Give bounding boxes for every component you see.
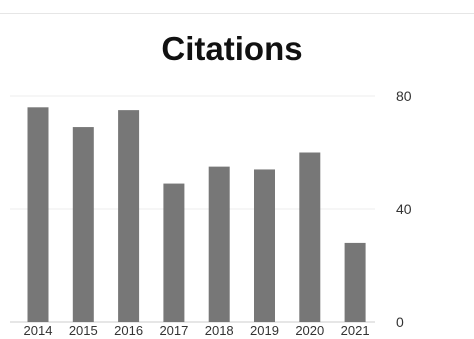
y-tick-label: 80 [396, 88, 412, 104]
x-tick-label: 2021 [341, 323, 370, 338]
bar-2014 [27, 107, 49, 322]
x-tick-label: 2015 [69, 323, 98, 338]
bar-2020 [299, 152, 321, 322]
chart-title: Citations [161, 30, 303, 67]
x-tick-label: 2014 [24, 323, 53, 338]
bar-2015 [72, 127, 94, 322]
bar-2021 [344, 242, 366, 322]
x-tick-label: 2020 [295, 323, 324, 338]
label-layer: 0 40 80 2014 2015 2016 2017 2018 2019 2020 2021 [24, 88, 412, 338]
y-tick-label: 0 [396, 314, 404, 330]
x-tick-label: 2018 [205, 323, 234, 338]
bar-2017 [163, 183, 185, 322]
bar-layer [27, 107, 366, 322]
y-tick-label: 40 [396, 201, 412, 217]
top-divider [0, 13, 474, 14]
bar-2019 [254, 169, 275, 322]
x-tick-label: 2019 [250, 323, 279, 338]
x-tick-label: 2017 [159, 323, 188, 338]
bar-2016 [118, 110, 140, 322]
bar-2018 [208, 166, 230, 322]
x-tick-label: 2016 [114, 323, 143, 338]
